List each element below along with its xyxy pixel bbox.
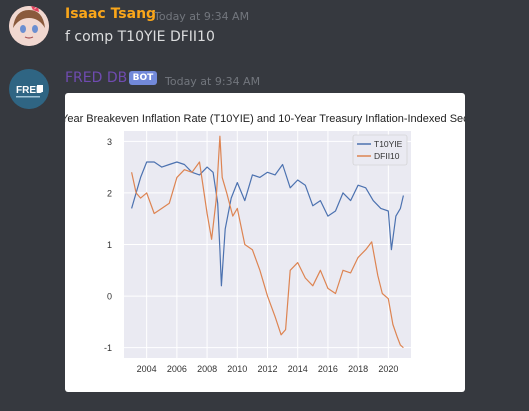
timestamp-isaac: Today at 9:34 AM [154, 10, 250, 23]
x-tick-label: 2010 [227, 364, 247, 374]
legend-label-t10yie: T10YIE [374, 139, 403, 149]
x-tick-label: 2016 [318, 364, 338, 374]
x-tick-label: 2006 [167, 364, 187, 374]
x-tick-label: 2014 [288, 364, 308, 374]
series-line-t10yie [131, 161, 404, 287]
legend-box [352, 134, 408, 166]
x-tick-label: 2018 [348, 364, 368, 374]
x-tick-label: 2008 [197, 364, 217, 374]
chart-embed-image[interactable]: Year Breakeven Inflation Rate (T10YIE) a… [65, 93, 465, 392]
message-text-isaac: f comp T10YIE DFII10 [65, 29, 215, 45]
author-name-fred[interactable]: FRED DB [65, 70, 128, 86]
author-name-isaac[interactable]: Isaac Tsang [65, 6, 157, 22]
svg-text:FRED: FRED [16, 85, 43, 96]
avatar-fred[interactable]: FRED [9, 69, 49, 109]
y-tick-label: 2 [107, 188, 112, 198]
message-isaac: Isaac Tsang Today at 9:34 AM f comp T10Y… [0, 0, 529, 60]
series-line-dfii10 [131, 135, 404, 349]
legend-label-dfii10: DFII10 [374, 151, 400, 161]
x-tick-label: 2004 [137, 364, 157, 374]
y-tick-label: 0 [107, 292, 112, 302]
avatar-isaac[interactable] [9, 6, 49, 46]
bot-badge: BOT [129, 71, 157, 85]
chart-title: Year Breakeven Inflation Rate (T10YIE) a… [65, 113, 465, 125]
chart-svg: 3 2 1 0 -1 2004 2006 2008 2010 2012 2014 2016 2018 20… [104, 131, 411, 374]
anime-avatar-icon [9, 6, 49, 46]
fred-logo-icon: FRED [9, 69, 49, 109]
x-tick-label: 2020 [378, 364, 398, 374]
y-tick-label: -1 [104, 343, 112, 353]
y-tick-label: 1 [107, 240, 112, 250]
x-tick-label: 2012 [257, 364, 277, 374]
y-tick-label: 3 [107, 137, 112, 147]
timestamp-fred: Today at 9:34 AM [165, 75, 261, 88]
